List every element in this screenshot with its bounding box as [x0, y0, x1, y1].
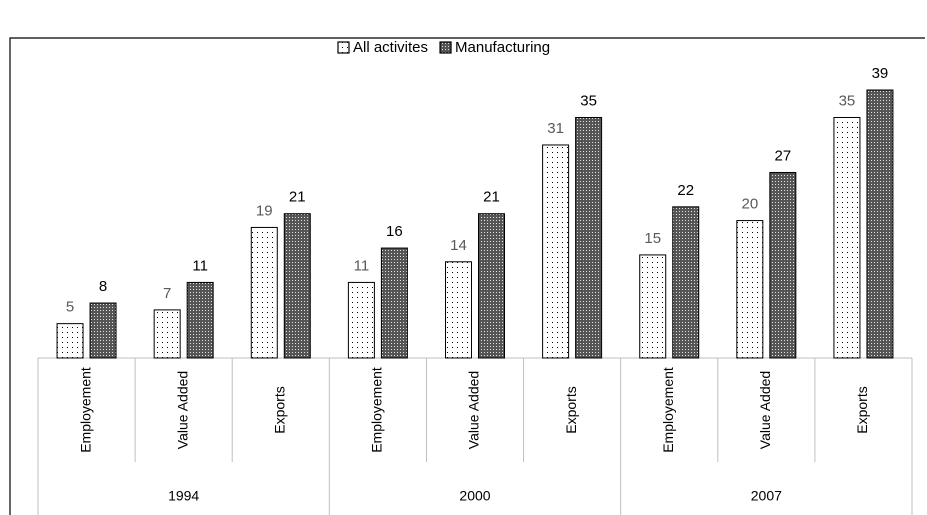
bar: [283, 213, 311, 359]
value-label: 20: [741, 196, 758, 213]
bar: [769, 171, 797, 359]
value-label: 27: [774, 147, 791, 164]
value-label: 21: [483, 189, 500, 206]
value-label: 14: [450, 237, 467, 254]
x-tick-label: Value Added: [757, 371, 773, 449]
bar: [186, 281, 214, 359]
legend-swatch: [337, 41, 350, 54]
x-tick-label: Employement: [369, 367, 385, 453]
bar: [347, 281, 375, 359]
bar: [380, 247, 408, 359]
bar: [478, 213, 505, 359]
bar: [866, 89, 894, 359]
value-label: 15: [644, 230, 661, 247]
x-tick-label: Exports: [854, 386, 870, 433]
chart-frame: [9, 37, 925, 515]
bar: [736, 220, 764, 359]
value-label: 21: [289, 189, 306, 206]
x-tick-label: Value Added: [466, 371, 482, 449]
value-label: 35: [580, 92, 597, 109]
value-label: 22: [677, 182, 694, 199]
x-tick-label: Employement: [77, 367, 93, 453]
group-label: 1994: [168, 488, 199, 504]
bar: [89, 302, 117, 359]
bar: [672, 206, 700, 359]
bar: [56, 323, 84, 359]
group-label: 2000: [459, 488, 490, 504]
x-tick-label: Employement: [660, 367, 676, 453]
value-label: 7: [163, 285, 171, 302]
value-label: 11: [354, 257, 370, 274]
group-label: 2007: [751, 488, 782, 504]
value-label: 16: [386, 223, 403, 240]
bar: [445, 261, 472, 359]
bar: [575, 116, 603, 359]
bar: [542, 144, 570, 359]
value-label: 5: [66, 299, 74, 316]
bar: [833, 116, 861, 359]
legend-label: Manufacturing: [455, 39, 550, 56]
value-label: 19: [256, 202, 273, 219]
bar: [639, 254, 667, 359]
x-tick-label: Exports: [271, 386, 287, 433]
value-label: 8: [99, 278, 107, 295]
value-label: 39: [872, 65, 889, 82]
value-label: 11: [192, 257, 208, 274]
legend-swatch: [439, 41, 452, 54]
x-tick-label: Value Added: [174, 371, 190, 449]
bar: [153, 309, 181, 359]
legend: All activites Manufacturing: [337, 39, 550, 56]
x-tick-label: Exports: [563, 386, 579, 433]
legend-label: All activites: [353, 39, 428, 56]
bar: [250, 226, 278, 359]
value-label: 35: [839, 92, 856, 109]
value-label: 31: [547, 120, 564, 137]
